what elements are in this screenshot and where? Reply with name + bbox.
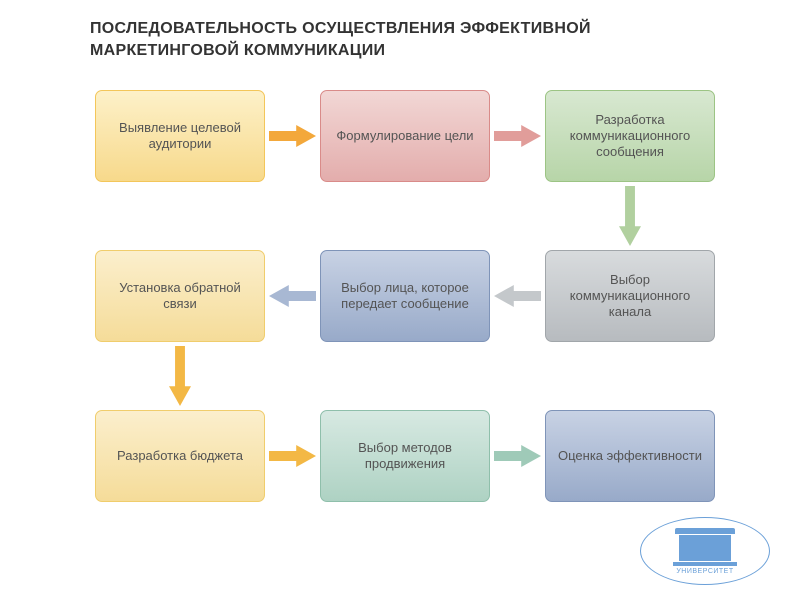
page-title: ПОСЛЕДОВАТЕЛЬНОСТЬ ОСУЩЕСТВЛЕНИЯ ЭФФЕКТИ… <box>90 18 591 61</box>
flow-box-b1: Выявление целевой аудитории <box>95 90 265 182</box>
flow-box-b6: Выбор коммуникационного канала <box>545 250 715 342</box>
flow-arrow-3 <box>619 186 641 246</box>
university-logo: УНИВЕРСИТЕТ <box>640 517 770 585</box>
flow-arrow-8 <box>494 445 541 467</box>
flow-box-b4: Установка обратной связи <box>95 250 265 342</box>
flow-box-b7: Разработка бюджета <box>95 410 265 502</box>
logo-building-icon <box>679 535 731 561</box>
flow-box-b9: Оценка эффективности <box>545 410 715 502</box>
flow-box-b8: Выбор методов продвижения <box>320 410 490 502</box>
flow-arrow-7 <box>269 445 316 467</box>
flow-arrow-4 <box>494 285 541 307</box>
logo-roof <box>675 528 735 534</box>
flow-arrow-1 <box>269 125 316 147</box>
flow-box-b3: Разработка коммуникационного сообщения <box>545 90 715 182</box>
flow-arrow-2 <box>494 125 541 147</box>
title-line1: ПОСЛЕДОВАТЕЛЬНОСТЬ ОСУЩЕСТВЛЕНИЯ ЭФФЕКТИ… <box>90 20 591 37</box>
flow-arrow-6 <box>169 346 191 406</box>
logo-base <box>673 562 737 566</box>
flow-arrow-5 <box>269 285 316 307</box>
logo-text: УНИВЕРСИТЕТ <box>676 568 733 575</box>
flow-box-b5: Выбор лица, которое передает сообщение <box>320 250 490 342</box>
title-line2: МАРКЕТИНГОВОЙ КОММУНИКАЦИИ <box>90 42 385 59</box>
flow-box-b2: Формулирование цели <box>320 90 490 182</box>
